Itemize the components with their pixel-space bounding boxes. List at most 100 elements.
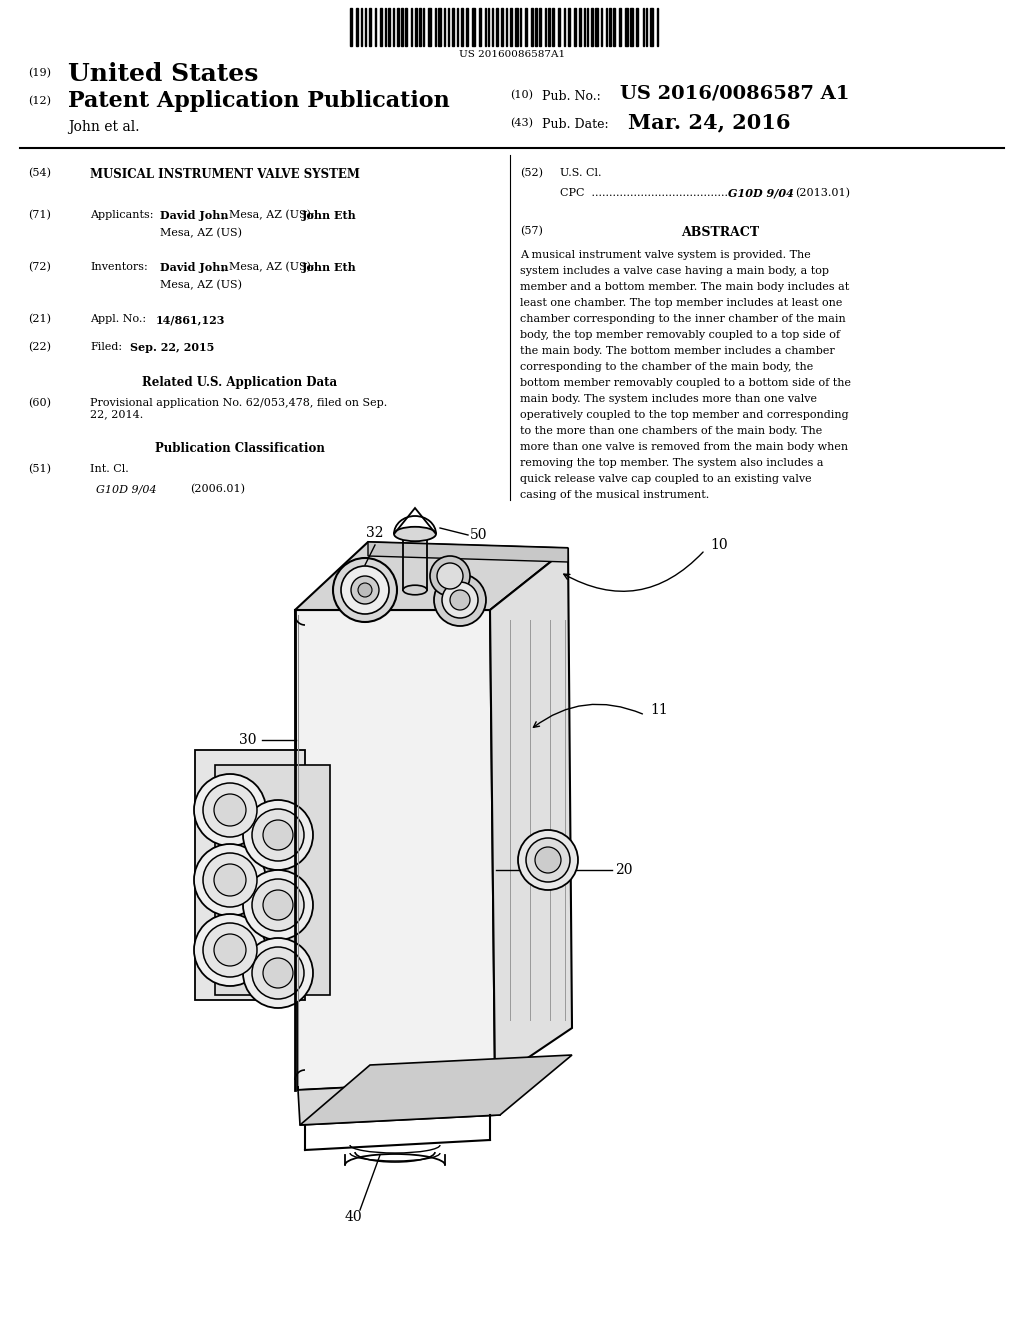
Circle shape (194, 913, 266, 986)
Bar (428, 8, 431, 46)
Bar (501, 8, 503, 46)
Bar (355, 8, 357, 46)
Bar (485, 8, 486, 46)
Bar (457, 8, 459, 46)
Text: Filed:: Filed: (90, 342, 122, 352)
Text: bottom member removably coupled to a bottom side of the: bottom member removably coupled to a bot… (520, 378, 851, 388)
Text: (19): (19) (28, 69, 51, 78)
Bar (626, 8, 628, 46)
Bar (596, 8, 598, 46)
Circle shape (263, 820, 293, 850)
Text: body, the top member removably coupled to a top side of: body, the top member removably coupled t… (520, 330, 840, 341)
Polygon shape (298, 1080, 500, 1125)
Bar (350, 8, 351, 46)
Circle shape (526, 838, 570, 882)
Text: MUSICAL INSTRUMENT VALVE SYSTEM: MUSICAL INSTRUMENT VALVE SYSTEM (90, 168, 359, 181)
Text: Sep. 22, 2015: Sep. 22, 2015 (130, 342, 214, 352)
Circle shape (214, 795, 246, 826)
Circle shape (203, 923, 257, 977)
Text: Related U.S. Application Data: Related U.S. Application Data (142, 376, 338, 389)
Text: 11: 11 (650, 704, 668, 717)
Text: Mar. 24, 2016: Mar. 24, 2016 (628, 112, 791, 132)
Bar (496, 8, 499, 46)
Text: operatively coupled to the top member and corresponding: operatively coupled to the top member an… (520, 411, 849, 420)
Bar (472, 8, 475, 46)
Bar (380, 8, 382, 46)
Text: (72): (72) (28, 261, 51, 272)
Text: Provisional application No. 62/053,478, filed on Sep.
22, 2014.: Provisional application No. 62/053,478, … (90, 399, 387, 420)
Text: 20: 20 (615, 863, 633, 876)
Circle shape (252, 946, 304, 999)
Text: (57): (57) (520, 226, 543, 236)
Bar (524, 8, 526, 46)
Ellipse shape (394, 527, 436, 541)
Text: (22): (22) (28, 342, 51, 352)
Text: casing of the musical instrument.: casing of the musical instrument. (520, 490, 710, 500)
Circle shape (351, 576, 379, 605)
Circle shape (442, 582, 478, 618)
Text: (2013.01): (2013.01) (795, 187, 850, 198)
Bar (587, 8, 588, 46)
Text: Applicants:: Applicants: (90, 210, 154, 220)
Text: John Eth: John Eth (302, 210, 356, 220)
Bar (435, 8, 436, 46)
Text: (43): (43) (510, 117, 534, 128)
Bar (630, 8, 633, 46)
Bar (545, 8, 546, 46)
Text: John et al.: John et al. (68, 120, 139, 135)
Circle shape (437, 564, 463, 589)
Text: (10): (10) (510, 90, 534, 100)
Polygon shape (295, 543, 568, 610)
Text: (21): (21) (28, 314, 51, 325)
Bar (606, 8, 607, 46)
Text: , Mesa, AZ (US);: , Mesa, AZ (US); (222, 210, 314, 220)
Text: US 20160086587A1: US 20160086587A1 (459, 50, 565, 59)
Text: US 2016/0086587 A1: US 2016/0086587 A1 (620, 84, 850, 103)
Bar (530, 8, 532, 46)
Text: Mesa, AZ (US): Mesa, AZ (US) (160, 280, 242, 290)
Text: 50: 50 (470, 528, 487, 543)
Text: Pub. No.:: Pub. No.: (542, 90, 601, 103)
Text: (2006.01): (2006.01) (190, 484, 245, 494)
Text: 32: 32 (367, 525, 384, 540)
Bar (601, 8, 602, 46)
Bar (406, 8, 407, 46)
Bar (388, 8, 389, 46)
Circle shape (450, 590, 470, 610)
Text: ABSTRACT: ABSTRACT (681, 226, 759, 239)
Bar (535, 8, 537, 46)
Bar (646, 8, 647, 46)
Text: CPC  ........................................: CPC ....................................… (560, 187, 731, 198)
Ellipse shape (403, 585, 427, 595)
Circle shape (358, 583, 372, 597)
Bar (385, 8, 386, 46)
Bar (365, 8, 366, 46)
Circle shape (243, 939, 313, 1008)
Polygon shape (215, 766, 330, 995)
Text: , Mesa, AZ (US);: , Mesa, AZ (US); (222, 261, 314, 272)
Text: least one chamber. The top member includes at least one: least one chamber. The top member includ… (520, 298, 843, 308)
Text: U.S. Cl.: U.S. Cl. (560, 168, 601, 178)
Bar (563, 8, 565, 46)
Circle shape (243, 870, 313, 940)
Text: 14/861,123: 14/861,123 (156, 314, 225, 325)
Text: corresponding to the chamber of the main body, the: corresponding to the chamber of the main… (520, 362, 813, 372)
Bar (548, 8, 550, 46)
Bar (411, 8, 412, 46)
Text: (54): (54) (28, 168, 51, 178)
Polygon shape (295, 610, 495, 1090)
Text: quick release valve cap coupled to an existing valve: quick release valve cap coupled to an ex… (520, 474, 812, 484)
Polygon shape (490, 548, 572, 1080)
Bar (397, 8, 398, 46)
Text: 30: 30 (239, 733, 256, 747)
Text: 40: 40 (345, 1210, 362, 1224)
Bar (515, 8, 518, 46)
Circle shape (214, 865, 246, 896)
Bar (375, 8, 376, 46)
Bar (609, 8, 610, 46)
Text: more than one valve is removed from the main body when: more than one valve is removed from the … (520, 442, 848, 451)
Circle shape (518, 830, 578, 890)
Text: United States: United States (68, 62, 258, 86)
Bar (401, 8, 402, 46)
Text: Patent Application Publication: Patent Application Publication (68, 90, 450, 112)
